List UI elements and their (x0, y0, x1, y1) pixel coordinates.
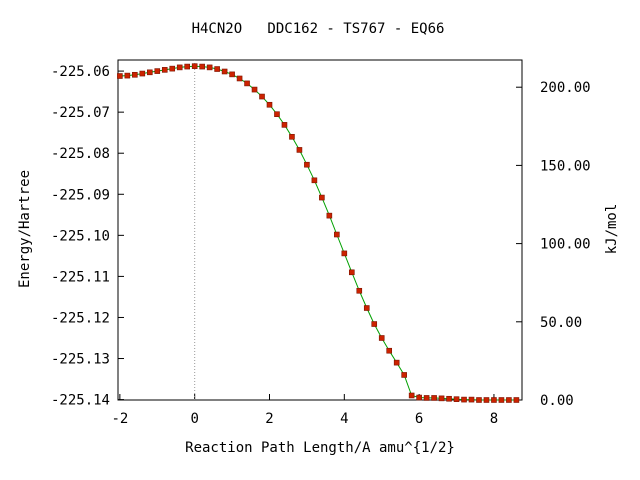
data-point (206, 64, 213, 71)
y-tick-label: -225.13 (51, 352, 110, 368)
data-point (199, 63, 205, 70)
data-point (446, 395, 452, 402)
data-point (176, 64, 183, 71)
data-point (236, 75, 243, 82)
y2-tick-label: 0.00 (540, 393, 574, 409)
plot-frame (117, 59, 523, 401)
x-axis-label: Reaction Path Length/A amu^{1/2} (185, 440, 455, 456)
data-point (334, 231, 340, 238)
data-point (274, 111, 280, 118)
data-point (371, 321, 378, 327)
y-tick-label: -225.11 (51, 269, 110, 285)
chart-title: H4CN2O DDC162 - TS767 - EQ66 (192, 21, 445, 37)
x-tick-label: 2 (265, 411, 273, 427)
data-point (513, 397, 520, 403)
data-point (491, 397, 497, 403)
data-point (401, 372, 407, 378)
data-point (393, 359, 400, 366)
data-point (506, 397, 512, 403)
data-point (348, 269, 355, 276)
data-point (408, 392, 415, 399)
data-point (124, 72, 131, 79)
x-tick-label: 4 (340, 411, 348, 427)
data-point (416, 394, 422, 401)
data-point (498, 397, 505, 403)
data-point (281, 122, 288, 128)
y-tick-label: -225.06 (51, 64, 110, 80)
data-point (476, 397, 482, 403)
chart-marks: -225.06 -225.07 -225.08 -225.09 -225.10 -225.… (51, 60, 591, 427)
data-point (319, 194, 325, 201)
data-point (169, 65, 176, 72)
data-point (184, 63, 191, 70)
data-point (461, 396, 467, 403)
data-point (386, 347, 393, 354)
y-tick-label: -225.08 (51, 146, 110, 162)
data-point (154, 68, 161, 74)
y-tick-label: -225.12 (51, 310, 110, 326)
data-point (139, 70, 146, 77)
data-point (132, 71, 138, 78)
series-line (119, 65, 517, 401)
data-point (378, 335, 385, 341)
data-point (266, 101, 273, 108)
plot-area (117, 59, 523, 401)
data-point (356, 287, 363, 294)
data-point (363, 305, 370, 311)
data-point (483, 397, 490, 403)
data-point (304, 161, 310, 168)
data-point (161, 67, 168, 73)
data-point (453, 396, 460, 402)
data-point (341, 250, 348, 257)
data-point (146, 69, 153, 76)
y-tick-label: -225.10 (51, 228, 110, 244)
x-tick-label: 6 (415, 411, 423, 427)
data-point (468, 396, 475, 403)
data-point (311, 177, 318, 184)
data-point (431, 395, 437, 401)
data-point (117, 73, 123, 79)
data-point (438, 395, 445, 402)
data-point (296, 147, 303, 153)
x-tick-label: 8 (490, 411, 498, 427)
data-point (214, 66, 220, 72)
y-tick-label: -225.09 (51, 187, 110, 203)
y2-tick-label: 200.00 (540, 80, 591, 96)
y2-axis-label: kJ/mol (604, 204, 620, 255)
y2-tick-label: 100.00 (540, 237, 591, 253)
data-point (244, 80, 250, 87)
y2-tick-label: 150.00 (540, 158, 591, 174)
x-tick-label: 0 (190, 411, 198, 427)
y-axis-label: Energy/Hartree (17, 170, 33, 288)
x-tick-label: -2 (111, 411, 128, 427)
data-point (251, 86, 258, 93)
y-tick-label: -225.07 (51, 105, 110, 121)
data-point (423, 395, 430, 401)
data-point (289, 133, 295, 140)
y-tick-label: -225.14 (51, 393, 110, 409)
data-point (191, 63, 198, 69)
data-point (259, 93, 265, 100)
data-point (229, 71, 235, 78)
data-point (326, 212, 333, 219)
y2-tick-label: 50.00 (540, 315, 582, 331)
data-point (221, 68, 228, 75)
